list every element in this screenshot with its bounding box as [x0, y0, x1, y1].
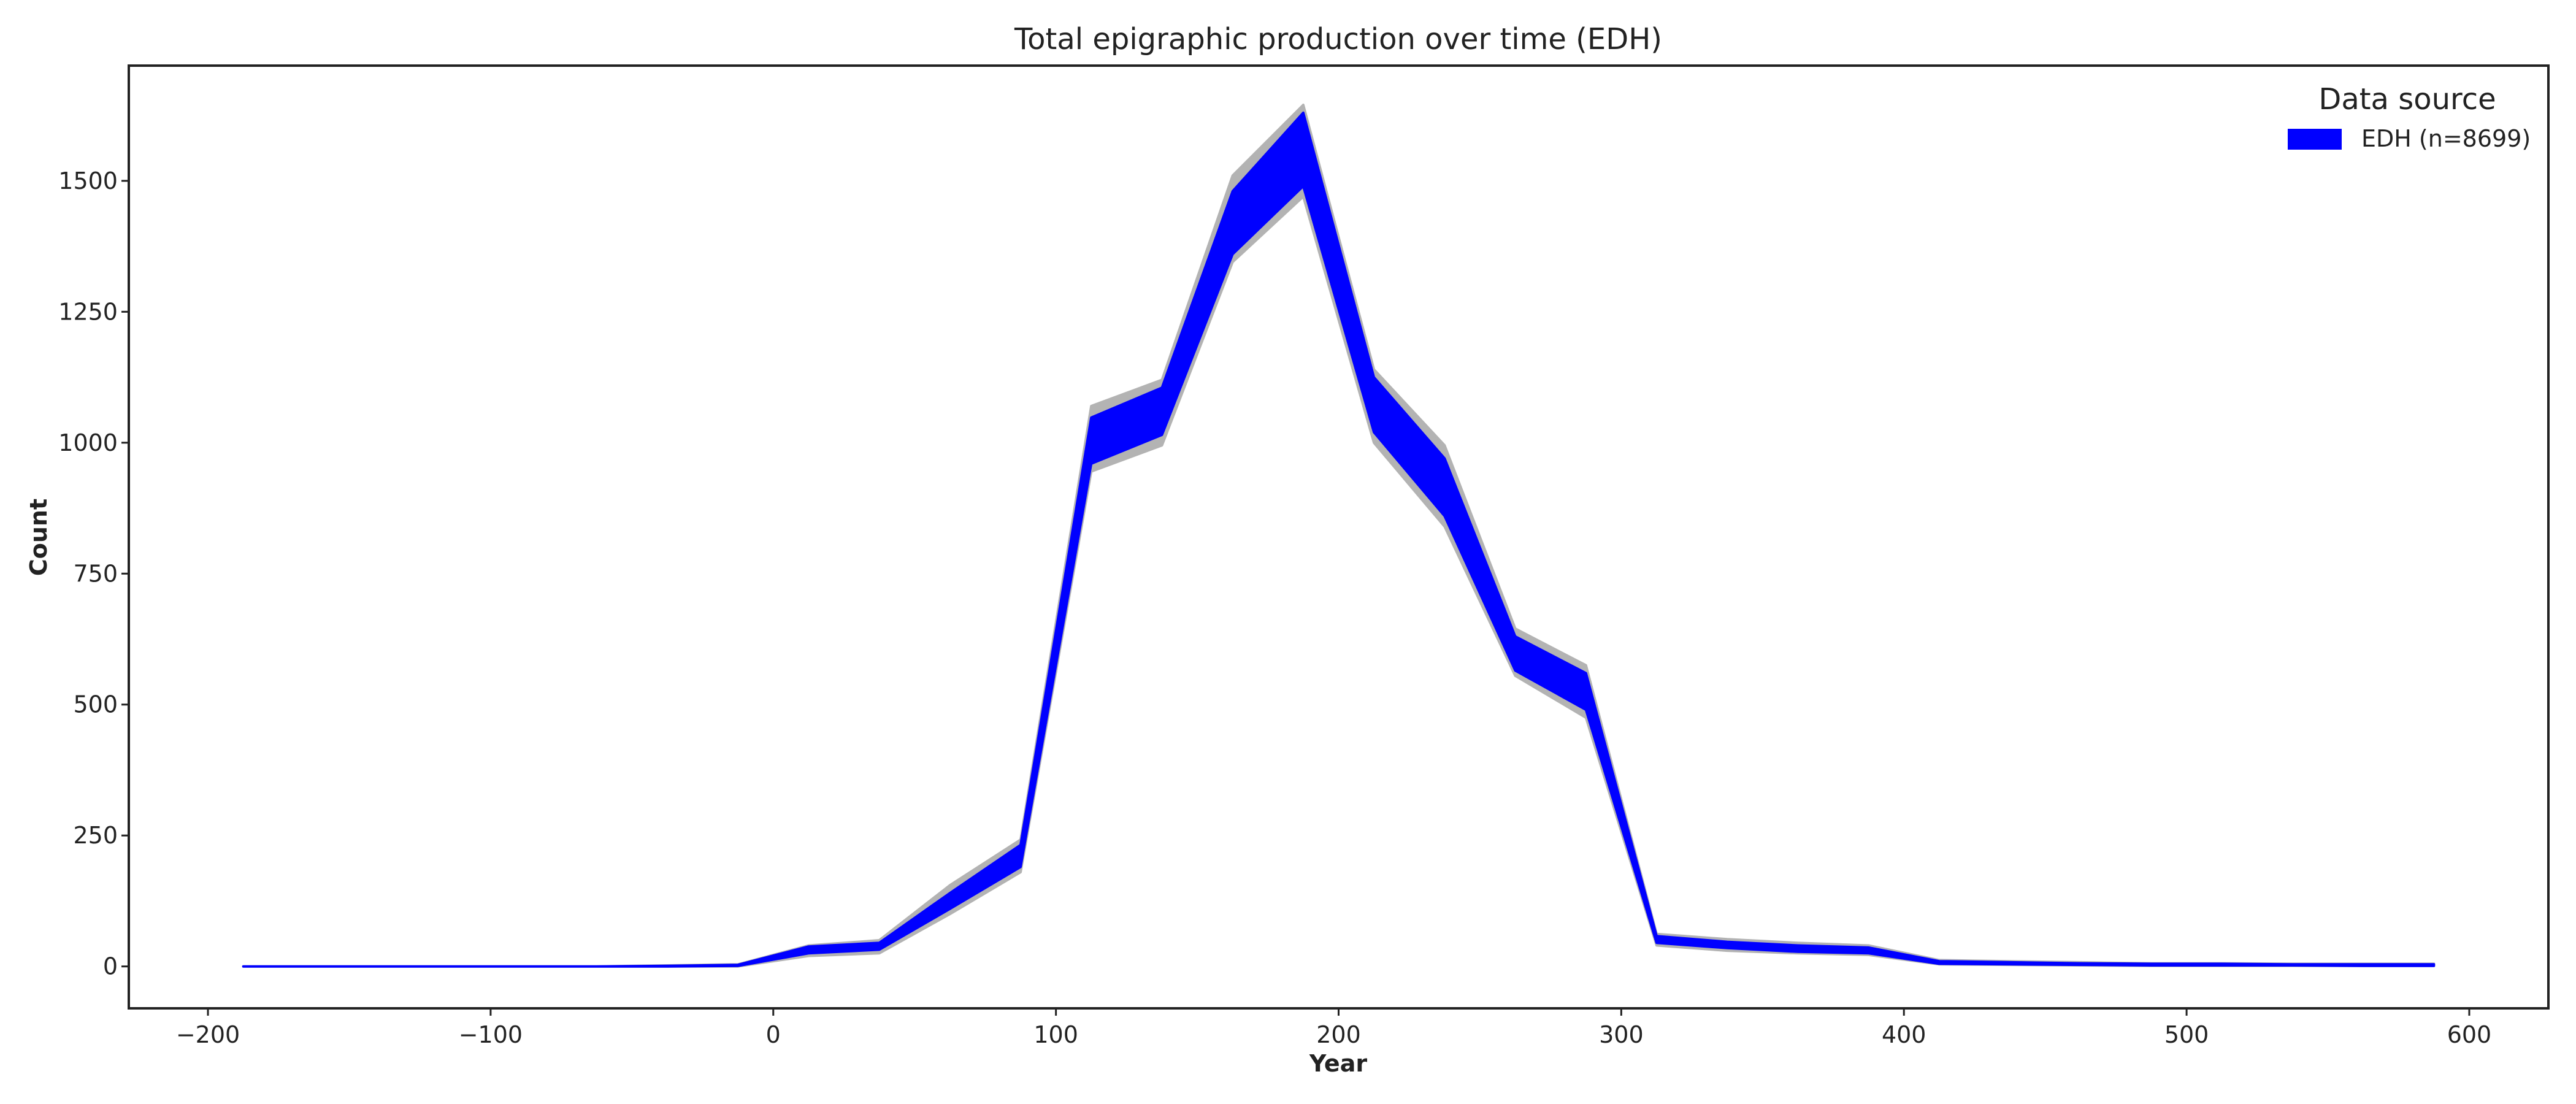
- x-tick-label: 200: [1316, 1021, 1361, 1048]
- x-tick-label: 300: [1599, 1021, 1644, 1048]
- y-tick-label: 1000: [58, 429, 118, 456]
- legend-title: Data source: [2318, 82, 2496, 117]
- legend-swatch: [2288, 129, 2342, 150]
- series-band-main: [242, 111, 2436, 968]
- y-tick-label: 1500: [58, 167, 118, 194]
- chart-title: Total epigraphic production over time (E…: [1014, 22, 1662, 56]
- y-axis: 0 250 500 750 1000 1250 1500: [58, 167, 129, 980]
- plot-area: [242, 104, 2436, 968]
- y-tick-label: 750: [73, 560, 118, 587]
- legend-entries: EDH (n=8699): [2288, 125, 2531, 152]
- legend: Data source EDH (n=8699): [2288, 82, 2531, 152]
- y-tick-label: 1250: [58, 298, 118, 325]
- y-tick-label: 0: [103, 953, 118, 980]
- y-tick-label: 250: [73, 822, 118, 849]
- x-tick-label: 400: [1882, 1021, 1926, 1048]
- y-axis-label: Count: [25, 499, 52, 576]
- legend-label: EDH (n=8699): [2361, 125, 2531, 152]
- x-axis: −200 −100 0 100 200 300 400 500 600: [176, 1008, 2491, 1048]
- x-tick-label: 500: [2164, 1021, 2209, 1048]
- x-tick-label: 0: [766, 1021, 781, 1048]
- x-tick-label: 100: [1033, 1021, 1078, 1048]
- x-axis-label: Year: [1309, 1050, 1367, 1077]
- x-tick-label: −100: [459, 1021, 523, 1048]
- x-tick-label: −200: [176, 1021, 240, 1048]
- y-tick-label: 500: [73, 691, 118, 718]
- x-tick-label: 600: [2447, 1021, 2492, 1048]
